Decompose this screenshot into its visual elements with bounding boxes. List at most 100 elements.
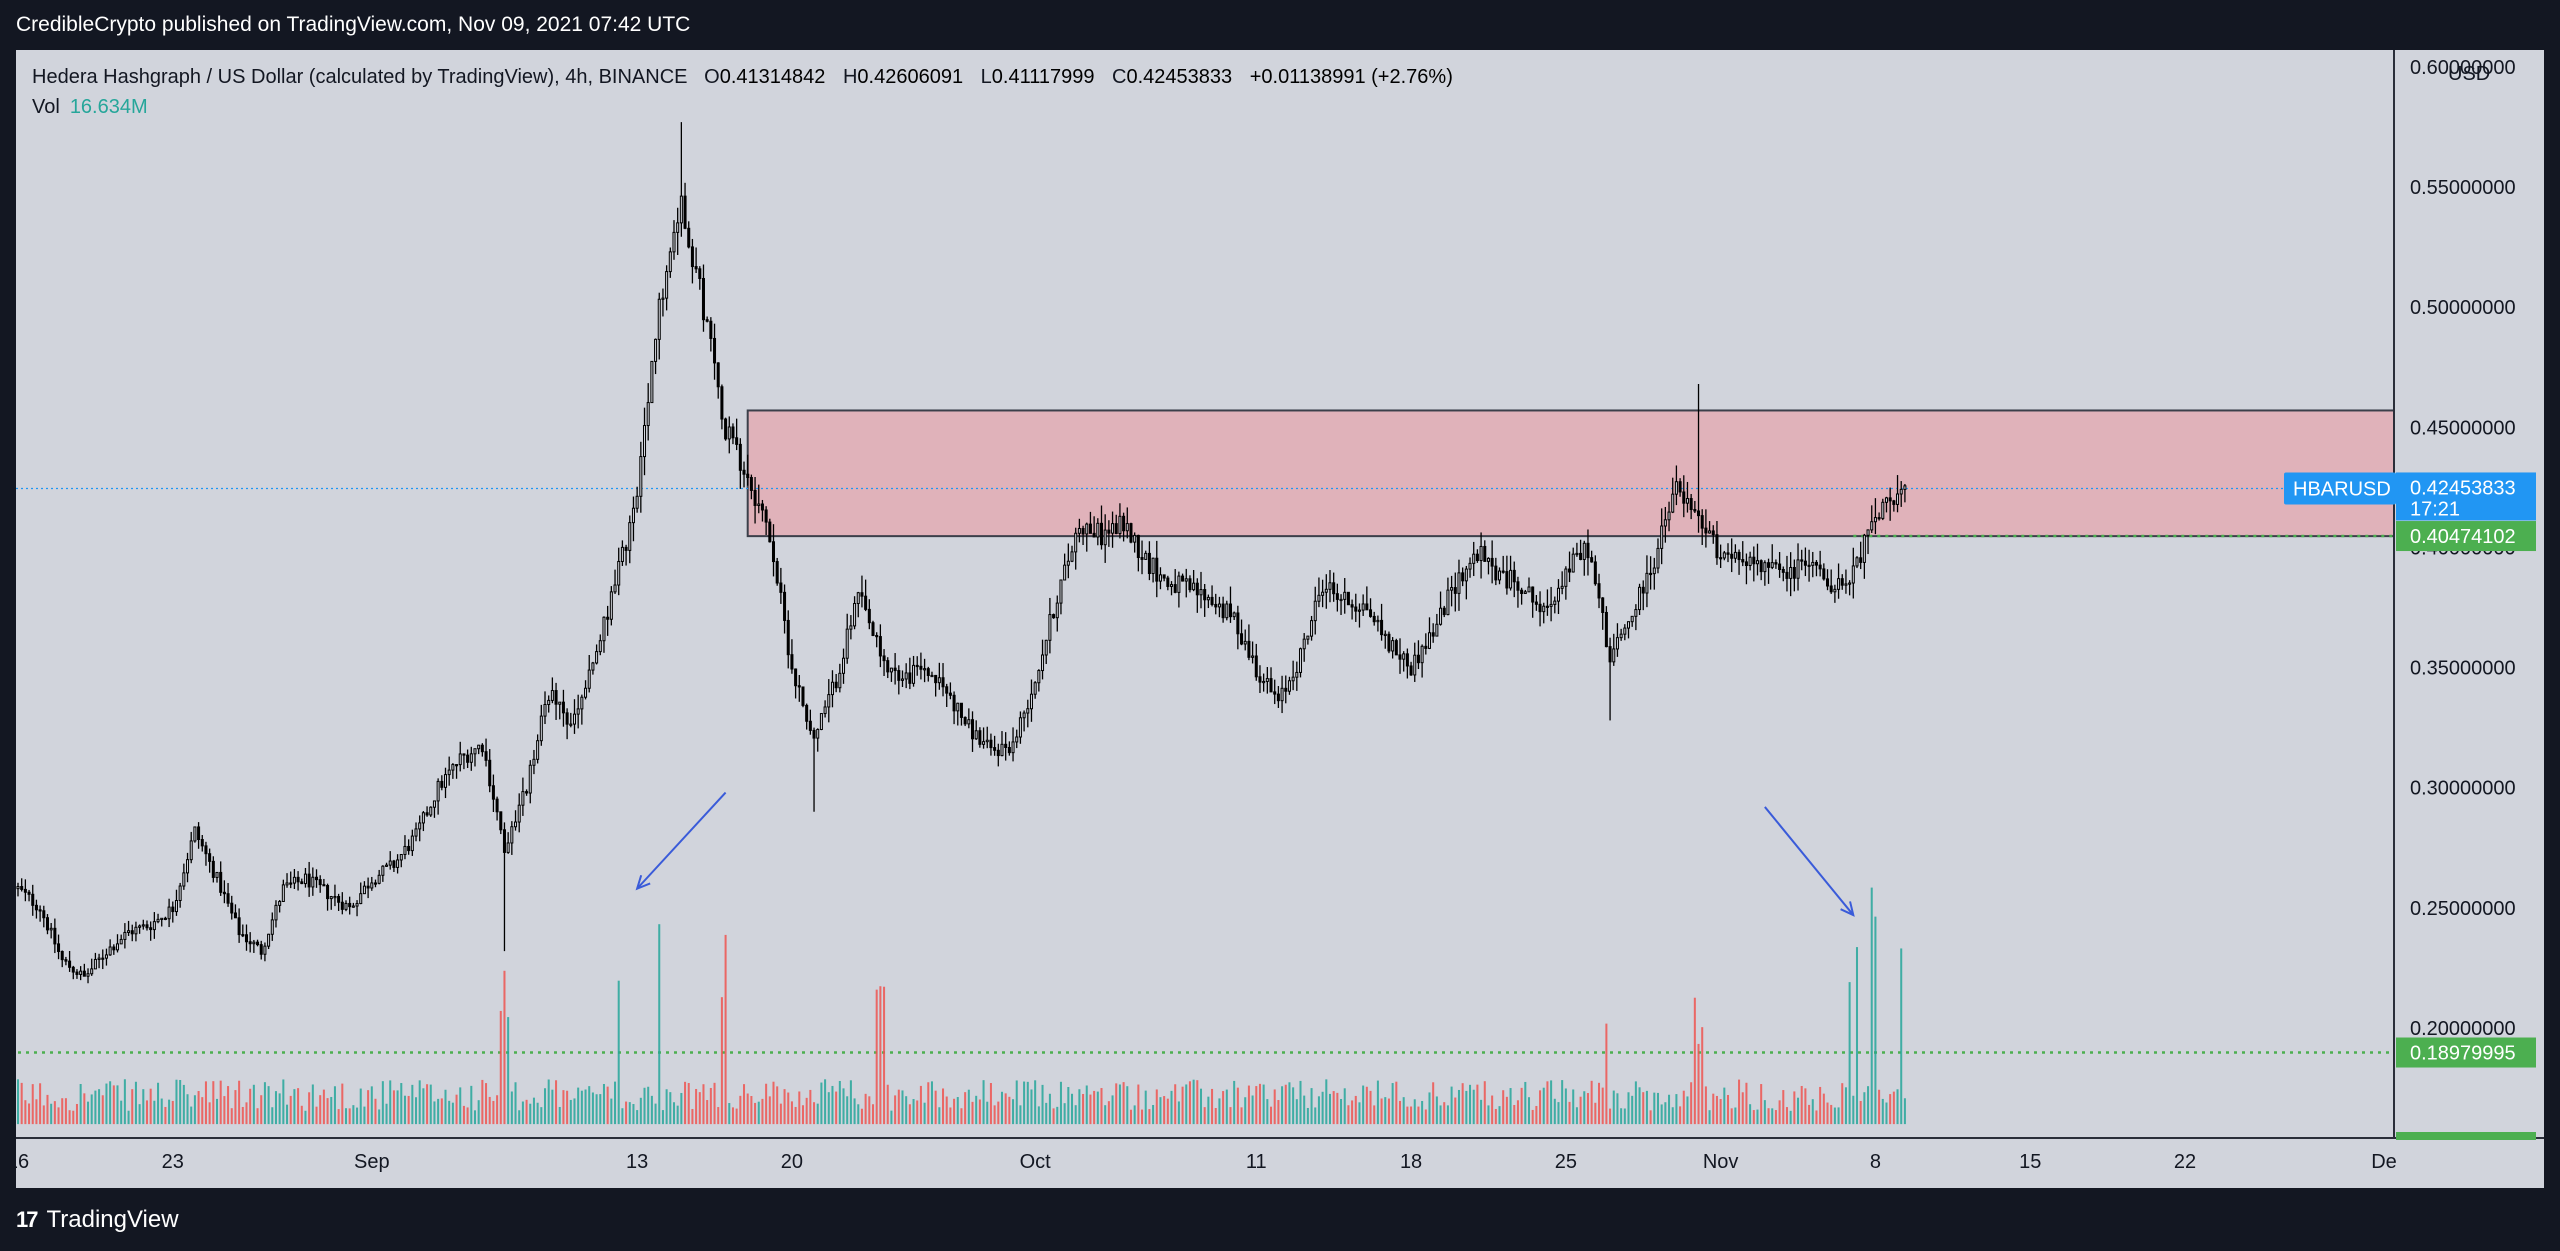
volume-bar[interactable]: [304, 1110, 307, 1125]
candle-body[interactable]: [812, 729, 816, 739]
candle-body[interactable]: [742, 469, 746, 475]
volume-bar[interactable]: [632, 1104, 635, 1125]
candle-body[interactable]: [923, 668, 927, 671]
candle-body[interactable]: [838, 672, 842, 689]
volume-label[interactable]: Vol: [32, 96, 60, 118]
volume-bar[interactable]: [1579, 1096, 1582, 1125]
candle-body[interactable]: [1122, 515, 1126, 532]
candle-body[interactable]: [900, 678, 904, 681]
volume-bar[interactable]: [182, 1084, 185, 1125]
candle-body[interactable]: [1597, 583, 1601, 599]
candle-body[interactable]: [1785, 571, 1789, 579]
candle-body[interactable]: [241, 934, 245, 937]
candle-body[interactable]: [1678, 481, 1682, 493]
volume-bar[interactable]: [1133, 1105, 1136, 1125]
candle-body[interactable]: [1472, 553, 1476, 564]
volume-bar[interactable]: [1288, 1082, 1291, 1125]
volume-bar[interactable]: [805, 1097, 808, 1125]
volume-bar[interactable]: [901, 1090, 904, 1125]
candle-body[interactable]: [1099, 522, 1104, 546]
candle-body[interactable]: [1332, 582, 1336, 595]
volume-bar[interactable]: [20, 1082, 23, 1125]
volume-bar[interactable]: [1056, 1106, 1059, 1125]
volume-bar[interactable]: [1362, 1085, 1365, 1125]
candle-body[interactable]: [1608, 646, 1612, 663]
candle-body[interactable]: [617, 560, 621, 586]
volume-bar[interactable]: [1653, 1092, 1656, 1125]
candle-body[interactable]: [775, 561, 779, 584]
volume-bar[interactable]: [1225, 1089, 1228, 1125]
volume-bar[interactable]: [1830, 1104, 1833, 1125]
candle-body[interactable]: [948, 692, 952, 696]
volume-bar[interactable]: [551, 1089, 554, 1125]
currency-unit[interactable]: USD: [2448, 63, 2490, 85]
candle-body[interactable]: [1416, 654, 1420, 664]
volume-bar[interactable]: [440, 1098, 443, 1125]
volume-bar[interactable]: [923, 1102, 926, 1125]
volume-bar[interactable]: [1104, 1105, 1107, 1125]
volume-bar[interactable]: [1314, 1107, 1317, 1125]
volume-bar[interactable]: [1550, 1080, 1553, 1125]
volume-bar[interactable]: [883, 986, 886, 1125]
candle-body[interactable]: [130, 930, 134, 935]
volume-bar[interactable]: [1236, 1087, 1239, 1125]
volume-bar[interactable]: [1844, 1087, 1847, 1125]
candle-body[interactable]: [1505, 571, 1509, 589]
volume-bar[interactable]: [1542, 1087, 1545, 1125]
candle-body[interactable]: [495, 798, 499, 813]
volume-bar[interactable]: [75, 1103, 78, 1125]
volume-bar[interactable]: [1572, 1089, 1575, 1125]
candle-body[interactable]: [1542, 605, 1546, 613]
candle-body[interactable]: [1011, 741, 1015, 754]
volume-bar[interactable]: [606, 1086, 609, 1125]
candle-body[interactable]: [1523, 591, 1527, 594]
candle-body[interactable]: [1483, 545, 1487, 562]
volume-bar[interactable]: [1402, 1097, 1405, 1125]
volume-bar[interactable]: [455, 1094, 458, 1125]
candle-body[interactable]: [1055, 602, 1059, 619]
candle-body[interactable]: [1568, 568, 1572, 573]
candle-body[interactable]: [834, 681, 838, 689]
volume-bar[interactable]: [658, 924, 661, 1125]
candle-body[interactable]: [366, 885, 370, 889]
volume-bar[interactable]: [1804, 1088, 1807, 1125]
volume-bar[interactable]: [1155, 1089, 1158, 1125]
volume-bar[interactable]: [1446, 1105, 1449, 1125]
candle-body[interactable]: [311, 876, 315, 888]
volume-bar[interactable]: [602, 1083, 605, 1125]
candle-body[interactable]: [705, 319, 709, 322]
volume-bar[interactable]: [1859, 1100, 1862, 1125]
candle-body[interactable]: [528, 764, 532, 794]
candle-body[interactable]: [1262, 680, 1266, 684]
candle-body[interactable]: [1697, 510, 1701, 517]
candle-body[interactable]: [27, 891, 31, 895]
candle-body[interactable]: [315, 876, 319, 881]
volume-bar[interactable]: [835, 1091, 838, 1125]
candle-body[interactable]: [554, 690, 558, 705]
volume-bar[interactable]: [256, 1108, 259, 1125]
volume-bar[interactable]: [1660, 1104, 1663, 1125]
candle-body[interactable]: [90, 968, 94, 975]
volume-bar[interactable]: [415, 1097, 418, 1125]
volume-bar[interactable]: [1682, 1090, 1685, 1125]
candle-body[interactable]: [1188, 578, 1192, 591]
candle-body[interactable]: [819, 713, 823, 730]
volume-bar[interactable]: [411, 1084, 414, 1125]
volume-bar[interactable]: [724, 934, 727, 1125]
candle-body[interactable]: [550, 690, 554, 701]
candle-body[interactable]: [1258, 676, 1262, 683]
volume-bar[interactable]: [1093, 1090, 1096, 1125]
volume-bar[interactable]: [341, 1083, 344, 1125]
candle-body[interactable]: [1203, 589, 1207, 601]
volume-bar[interactable]: [1376, 1080, 1379, 1125]
volume-bar[interactable]: [1089, 1094, 1092, 1125]
candle-body[interactable]: [1000, 743, 1004, 757]
volume-bar[interactable]: [1166, 1098, 1169, 1125]
volume-bar[interactable]: [1819, 1086, 1822, 1125]
candle-body[interactable]: [1512, 569, 1516, 583]
candle-body[interactable]: [753, 489, 757, 506]
candle-body[interactable]: [532, 758, 536, 766]
candle-body[interactable]: [1490, 557, 1494, 567]
volume-bar[interactable]: [315, 1106, 318, 1125]
volume-bar[interactable]: [186, 1094, 189, 1125]
